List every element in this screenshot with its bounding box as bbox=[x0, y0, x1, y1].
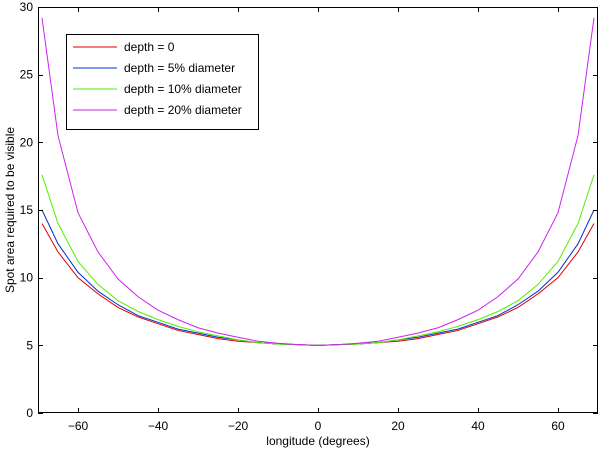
series-layer bbox=[41, 17, 595, 346]
legend-box bbox=[66, 34, 259, 130]
x-tick-label: 40 bbox=[471, 419, 485, 433]
series-line-2 bbox=[41, 174, 595, 346]
legend-label: depth = 0 bbox=[124, 40, 175, 54]
x-axis-label: longitude (degrees) bbox=[266, 434, 369, 448]
y-tick-label: 30 bbox=[20, 0, 34, 14]
x-tick-label: 20 bbox=[391, 419, 405, 433]
y-tick-label: 15 bbox=[20, 203, 34, 217]
x-tick-label: 60 bbox=[551, 419, 565, 433]
x-tick-label: −40 bbox=[148, 419, 169, 433]
legend-label: depth = 5% diameter bbox=[124, 61, 235, 75]
x-tick-label: 0 bbox=[315, 419, 322, 433]
y-tick-label: 5 bbox=[26, 338, 33, 352]
legend: depth = 0 depth = 5% diameter depth = 10% … bbox=[66, 34, 259, 130]
x-tick-label: −20 bbox=[228, 419, 249, 433]
legend-label: depth = 10% diameter bbox=[124, 82, 242, 96]
y-tick-label: 25 bbox=[20, 68, 34, 82]
y-tick-label: 10 bbox=[20, 271, 34, 285]
y-tick-label: 0 bbox=[26, 406, 33, 420]
series-line-3 bbox=[41, 17, 595, 346]
y-axis-label: Spot area required to be visible bbox=[3, 127, 17, 293]
y-tick-label: 20 bbox=[20, 135, 34, 149]
series-line-1 bbox=[41, 209, 595, 346]
legend-label: depth = 20% diameter bbox=[124, 103, 242, 117]
x-tick-label: −60 bbox=[68, 419, 89, 433]
axis-ticks: −60 −40 −20 0 20 40 60 0 5 10 15 20 25 30 bbox=[20, 0, 598, 433]
